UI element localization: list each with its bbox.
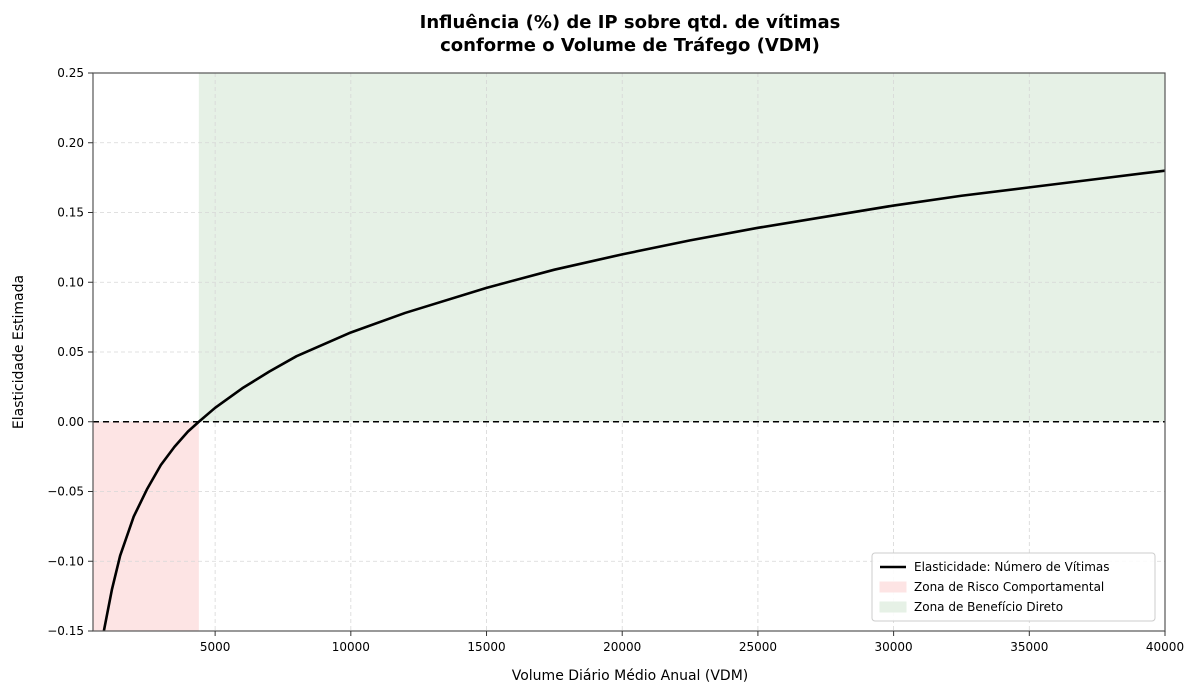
x-tick-label: 30000 (875, 640, 913, 654)
y-tick-label: 0.20 (57, 136, 84, 150)
zone-1 (198, 73, 1166, 422)
chart-title-line-1: Influência (%) de IP sobre qtd. de vítim… (420, 12, 841, 33)
series-lines (102, 169, 1166, 632)
legend-swatch-patch (879, 601, 907, 613)
x-axis-label: Volume Diário Médio Anual (VDM) (512, 668, 749, 683)
y-tick-label: −0.15 (47, 624, 84, 638)
zones (93, 73, 1166, 631)
legend-entry-label: Zona de Benefício Direto (914, 600, 1063, 614)
y-tick-label: 0.25 (57, 66, 84, 80)
legend-entry-label: Zona de Risco Comportamental (914, 580, 1104, 594)
y-tick-label: −0.05 (47, 485, 84, 499)
y-tick-label: 0.05 (57, 345, 84, 359)
y-tick-label: 0.15 (57, 206, 84, 220)
x-tick-label: 15000 (467, 640, 505, 654)
legend-box (871, 552, 1156, 622)
x-tick-label: 20000 (603, 640, 641, 654)
y-tick-label: −0.10 (47, 554, 84, 568)
x-tick-label: 25000 (739, 640, 777, 654)
series-line-0 (102, 169, 1166, 632)
x-tick-label: 40000 (1146, 640, 1184, 654)
y-tick-label: 0.10 (57, 275, 84, 289)
x-tick-label: 35000 (1010, 640, 1048, 654)
y-axis-label: Elasticidade Estimada (11, 275, 27, 429)
x-tick-label: 10000 (332, 640, 370, 654)
chart-title-line-2: conforme o Volume de Tráfego (VDM) (440, 35, 820, 56)
legend: Elasticidade: Número de Vítimas Zona de R… (871, 552, 1156, 622)
y-tick-label: 0.00 (57, 415, 84, 429)
legend-entry-label: Elasticidade: Número de Vítimas (914, 560, 1110, 574)
x-ticks: 5000 10000 15000 20000 25000 30000 35000 40000 (200, 631, 1184, 654)
y-ticks: −0.15 −0.10 −0.05 0.00 0.05 0.10 0.15 0.20 0.25 (47, 66, 93, 638)
legend-swatch-patch (879, 581, 907, 593)
x-tick-label: 5000 (200, 640, 231, 654)
